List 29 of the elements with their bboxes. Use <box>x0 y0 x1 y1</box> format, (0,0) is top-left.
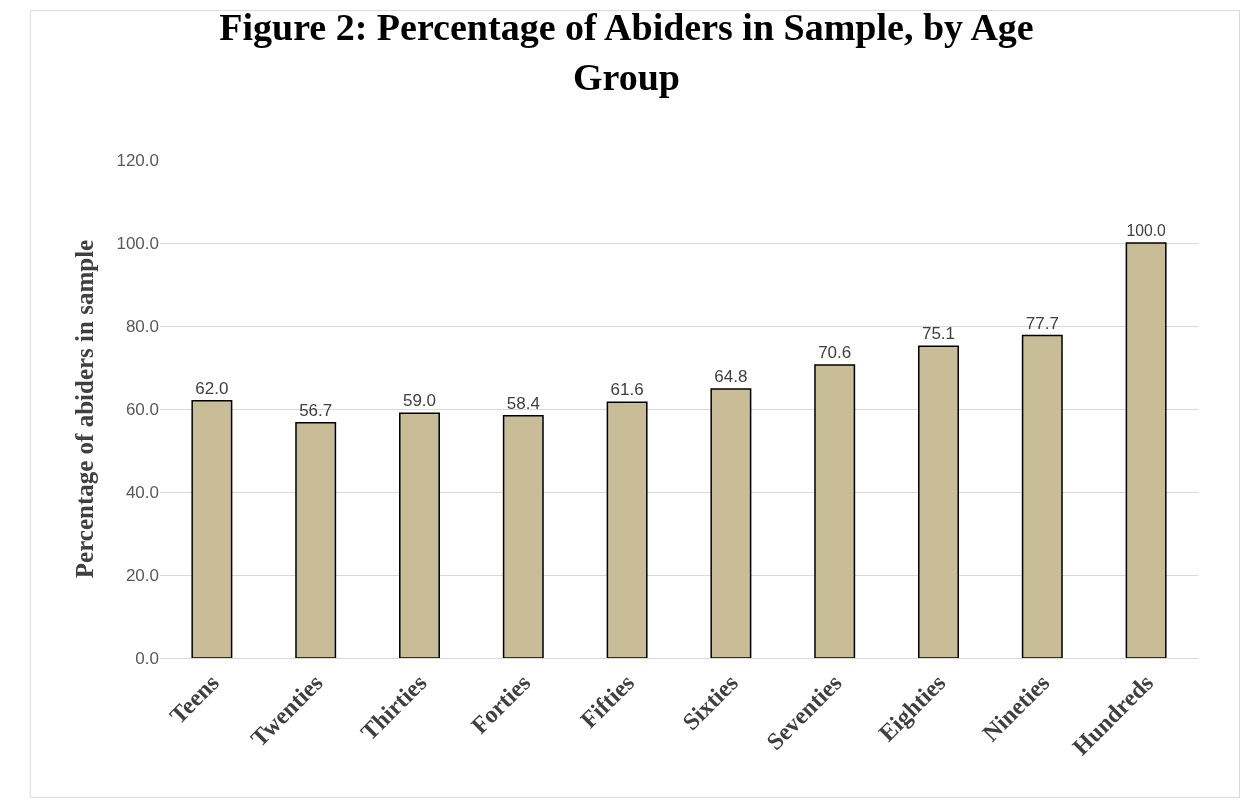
data-label: 100.0 <box>1126 222 1167 240</box>
bar <box>191 399 233 658</box>
y-tick-label: 120.0 <box>116 150 159 170</box>
y-tick-label: 80.0 <box>125 316 159 336</box>
y-tick-label: 100.0 <box>116 233 159 253</box>
y-tick-label: 60.0 <box>125 399 159 419</box>
y-tick-label: 40.0 <box>125 482 159 502</box>
chart-title: Figure 2: Percentage of Abiders in Sample, by Age Group <box>219 6 1034 98</box>
y-axis-title: Percentage of abiders in sample <box>71 239 99 579</box>
data-label: 70.6 <box>818 343 852 363</box>
y-tick-label: 20.0 <box>125 565 159 585</box>
bar <box>710 388 752 658</box>
data-label: 75.1 <box>921 324 956 344</box>
bar <box>295 421 337 658</box>
data-label: 59.0 <box>402 391 437 411</box>
data-label: 61.6 <box>610 380 644 400</box>
bar <box>1125 242 1167 658</box>
data-label: 56.7 <box>299 400 333 420</box>
data-label: 62.0 <box>195 378 229 398</box>
data-label: 77.7 <box>1025 313 1059 333</box>
bar <box>1021 334 1063 658</box>
y-tick-label: 0.0 <box>135 648 159 668</box>
bar <box>814 364 856 658</box>
bar <box>918 345 959 658</box>
bar <box>502 414 544 658</box>
bar <box>399 412 440 658</box>
data-label: 64.8 <box>714 367 748 387</box>
data-label: 58.4 <box>506 393 540 413</box>
bar <box>606 401 648 658</box>
